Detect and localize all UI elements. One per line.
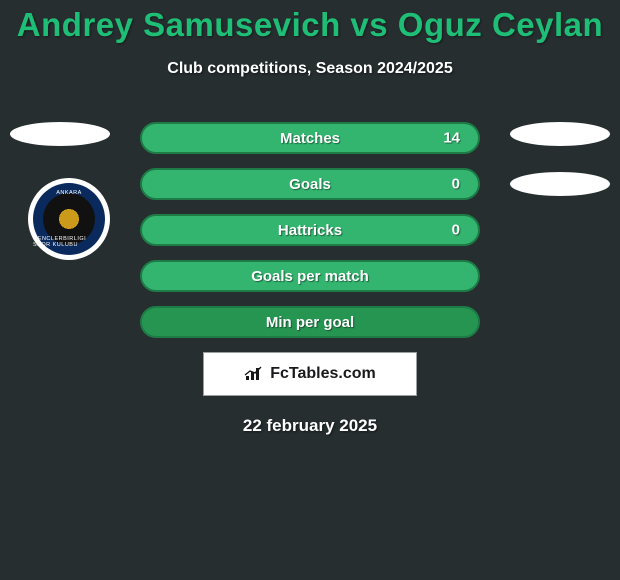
stat-row-matches: Matches 14: [140, 122, 480, 154]
stat-value-right: 0: [452, 176, 460, 193]
stat-label: Hattricks: [278, 222, 342, 239]
watermark-text: FcTables.com: [270, 365, 376, 383]
right-player-placeholder-2: [510, 172, 610, 196]
page-title: Andrey Samusevich vs Oguz Ceylan: [0, 0, 620, 44]
watermark: FcTables.com: [203, 352, 417, 396]
stat-row-hattricks: Hattricks 0: [140, 214, 480, 246]
bar-chart-icon: [244, 366, 264, 382]
stat-label: Matches: [280, 130, 340, 147]
stats-rows: Matches 14 Goals 0 Hattricks 0 Goals per…: [140, 122, 480, 338]
stat-label: Goals per match: [251, 268, 369, 285]
date: 22 february 2025: [0, 416, 620, 436]
stat-value-right: 0: [452, 222, 460, 239]
logo-text-top: ANKARA: [56, 190, 82, 196]
right-player-placeholder-1: [510, 122, 610, 146]
stat-row-goals-per-match: Goals per match: [140, 260, 480, 292]
left-club-logo: ANKARA GENCLERBIRLIGI SPOR KULUBU: [28, 178, 110, 260]
stat-label: Min per goal: [266, 314, 354, 331]
logo-text-bottom: GENCLERBIRLIGI SPOR KULUBU: [33, 236, 105, 248]
comparison-area: ANKARA GENCLERBIRLIGI SPOR KULUBU Matche…: [0, 122, 620, 436]
subtitle: Club competitions, Season 2024/2025: [0, 60, 620, 78]
stat-label: Goals: [289, 176, 331, 193]
stat-row-min-per-goal: Min per goal: [140, 306, 480, 338]
stat-value-right: 14: [443, 130, 460, 147]
stat-row-goals: Goals 0: [140, 168, 480, 200]
left-player-placeholder: [10, 122, 110, 146]
